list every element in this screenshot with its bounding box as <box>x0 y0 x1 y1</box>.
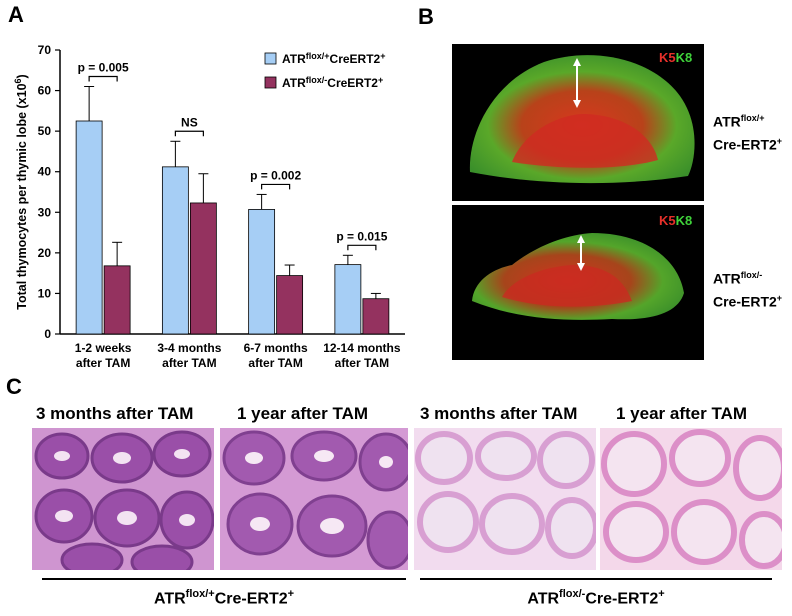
significance-label-1: NS <box>181 115 198 129</box>
panel-label-c: C <box>6 374 22 399</box>
x-tick-label-3-1: after TAM <box>335 356 389 370</box>
bar-knockout-2 <box>276 275 304 335</box>
x-tick-label-3-0: 12-14 months <box>323 341 401 355</box>
histology-image-knockout-3mo <box>414 428 596 570</box>
y-axis-label: Total thymocytes per thymic lobe (x106) <box>13 74 29 309</box>
significance-label-2: p = 0.002 <box>250 168 301 182</box>
y-tick-label-2: 20 <box>38 246 52 260</box>
histology-image-control-3mo <box>32 428 214 570</box>
thymus-control-stain: K5K8 <box>469 50 695 184</box>
histology-image-knockout-1yr <box>600 428 782 570</box>
histology-caption-2: 1 year after TAM <box>237 404 369 423</box>
y-tick-label-7: 70 <box>38 43 52 57</box>
legend-label-0: ATRflox/+CreERT2+ <box>282 51 386 66</box>
thymus-image-knockout: K5K8 <box>452 205 704 360</box>
significance-bracket-2 <box>261 183 291 190</box>
significance-bracket-3 <box>347 244 377 251</box>
histology-caption-1: 3 months after TAM <box>36 404 194 423</box>
significance-label-3: p = 0.015 <box>336 229 387 243</box>
bar-knockout-1 <box>189 202 217 335</box>
histology-caption-4: 1 year after TAM <box>616 404 748 423</box>
genotype-caption-knockout: ATRflox/-Cre-ERT2+ <box>527 588 665 608</box>
y-tick-label-5: 50 <box>38 124 52 138</box>
significance-bracket-0 <box>88 75 118 82</box>
x-tick-label-2-0: 6-7 months <box>244 341 308 355</box>
y-tick-label-3: 30 <box>38 205 52 219</box>
legend-swatch-1 <box>264 76 277 89</box>
histology-caption-3: 3 months after TAM <box>420 404 578 423</box>
thymus-image-control: K5K8 <box>452 44 704 201</box>
x-tick-label-1-1: after TAM <box>162 356 216 370</box>
y-tick-label-6: 60 <box>38 84 52 98</box>
bar-control-0 <box>75 120 103 335</box>
x-tick-label-1-0: 3-4 months <box>157 341 221 355</box>
significance-label-0: p = 0.005 <box>78 61 129 75</box>
legend-label-1: ATRflox/-CreERT2+ <box>282 75 383 90</box>
panel-label-a: A <box>8 2 24 27</box>
thymus-control-genotype: ATRflox/+ Cre-ERT2+ <box>713 113 783 153</box>
k5-k8-legend-2: K5K8 <box>659 213 692 228</box>
y-tick-label-4: 40 <box>38 165 52 179</box>
bar-knockout-0 <box>103 265 131 335</box>
bar-control-2 <box>248 209 276 335</box>
genotype-line-control <box>42 578 406 580</box>
histology-image-control-1yr <box>220 428 408 570</box>
legend-swatch-0 <box>264 52 277 65</box>
genotype-caption-control: ATRflox/+Cre-ERT2+ <box>153 588 295 608</box>
bar-control-1 <box>161 166 189 335</box>
bar-control-3 <box>334 264 362 335</box>
panel-label-b: B <box>418 4 434 29</box>
x-tick-label-0-0: 1-2 weeks <box>75 341 132 355</box>
bar-chart: 0 10 20 30 40 50 60 70 Total thymocytes per thym… <box>13 43 405 370</box>
k5-k8-legend: K5K8 <box>659 50 692 65</box>
bar-knockout-3 <box>362 298 390 335</box>
genotype-line-knockout <box>420 578 772 580</box>
x-tick-label-2-1: after TAM <box>248 356 302 370</box>
x-tick-label-0-1: after TAM <box>76 356 130 370</box>
thymus-knockout-genotype: ATRflox/- Cre-ERT2+ <box>713 270 783 310</box>
significance-bracket-1 <box>174 130 204 137</box>
thymus-knockout-stain: K5K8 <box>472 213 692 320</box>
y-tick-label-1: 10 <box>38 286 52 300</box>
y-tick-label-0: 0 <box>44 327 51 341</box>
